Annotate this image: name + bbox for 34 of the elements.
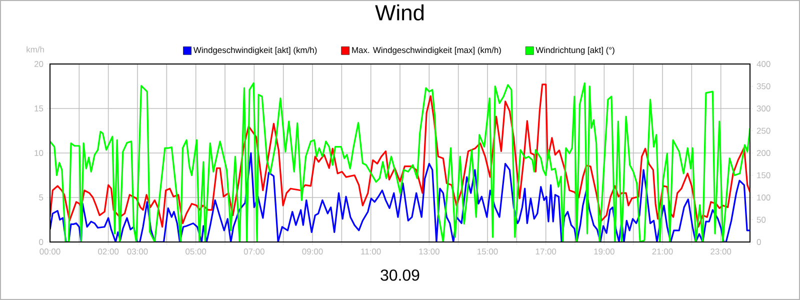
x-tick-label: 11:00 [361, 248, 381, 255]
y2-tick-label: 0 [756, 239, 761, 245]
y2-tick-label: 50 [756, 216, 766, 223]
x-tick-label: 13:00 [419, 248, 440, 255]
x-tick-label: 02:00 [98, 248, 119, 255]
y-tick-label: 5 [39, 194, 44, 200]
y2-tick-label: 350 [756, 83, 770, 90]
legend-label: Windgeschwindigkeit [akt] (km/h) [193, 46, 317, 55]
y-tick-label: 10 [34, 150, 44, 156]
chart-title: Wind [375, 4, 424, 21]
y2-tick-label: 100 [757, 194, 770, 200]
x-tick-label: 15:00 [478, 248, 498, 255]
y2-tick-label: 400 [756, 61, 770, 67]
x-tick-label: 05:00 [186, 248, 206, 255]
y-tick-label: 0 [39, 239, 44, 245]
y-tick-label: 15 [34, 106, 44, 112]
y2-tick-label: 300 [756, 106, 770, 112]
y2-tick-label: 200 [756, 150, 770, 156]
legend-label: Windrichtung [akt] (°) [536, 46, 614, 55]
x-tick-label: 21:00 [652, 248, 673, 255]
y2-tick-label: 250 [756, 128, 770, 134]
y2-tick-label: 150 [757, 172, 770, 178]
line-series [50, 152, 750, 242]
x-tick-label: 00:00 [40, 248, 60, 255]
x-axis-title: 30.09 [380, 270, 420, 281]
x-tick-label: 03:00 [127, 248, 148, 255]
y-tick-label: 20 [34, 61, 44, 67]
x-tick-label: 23:00 [710, 248, 732, 255]
x-tick-label: 17:00 [536, 248, 556, 255]
x-tick-label: 07:00 [244, 248, 264, 255]
x-tick-label: 09:00 [302, 248, 323, 255]
x-tick-label: 19:00 [594, 248, 614, 255]
y-axis-title: km/h [26, 46, 44, 52]
legend-label: Max. Windgeschwindigkeit [max] (km/h) [352, 46, 501, 55]
